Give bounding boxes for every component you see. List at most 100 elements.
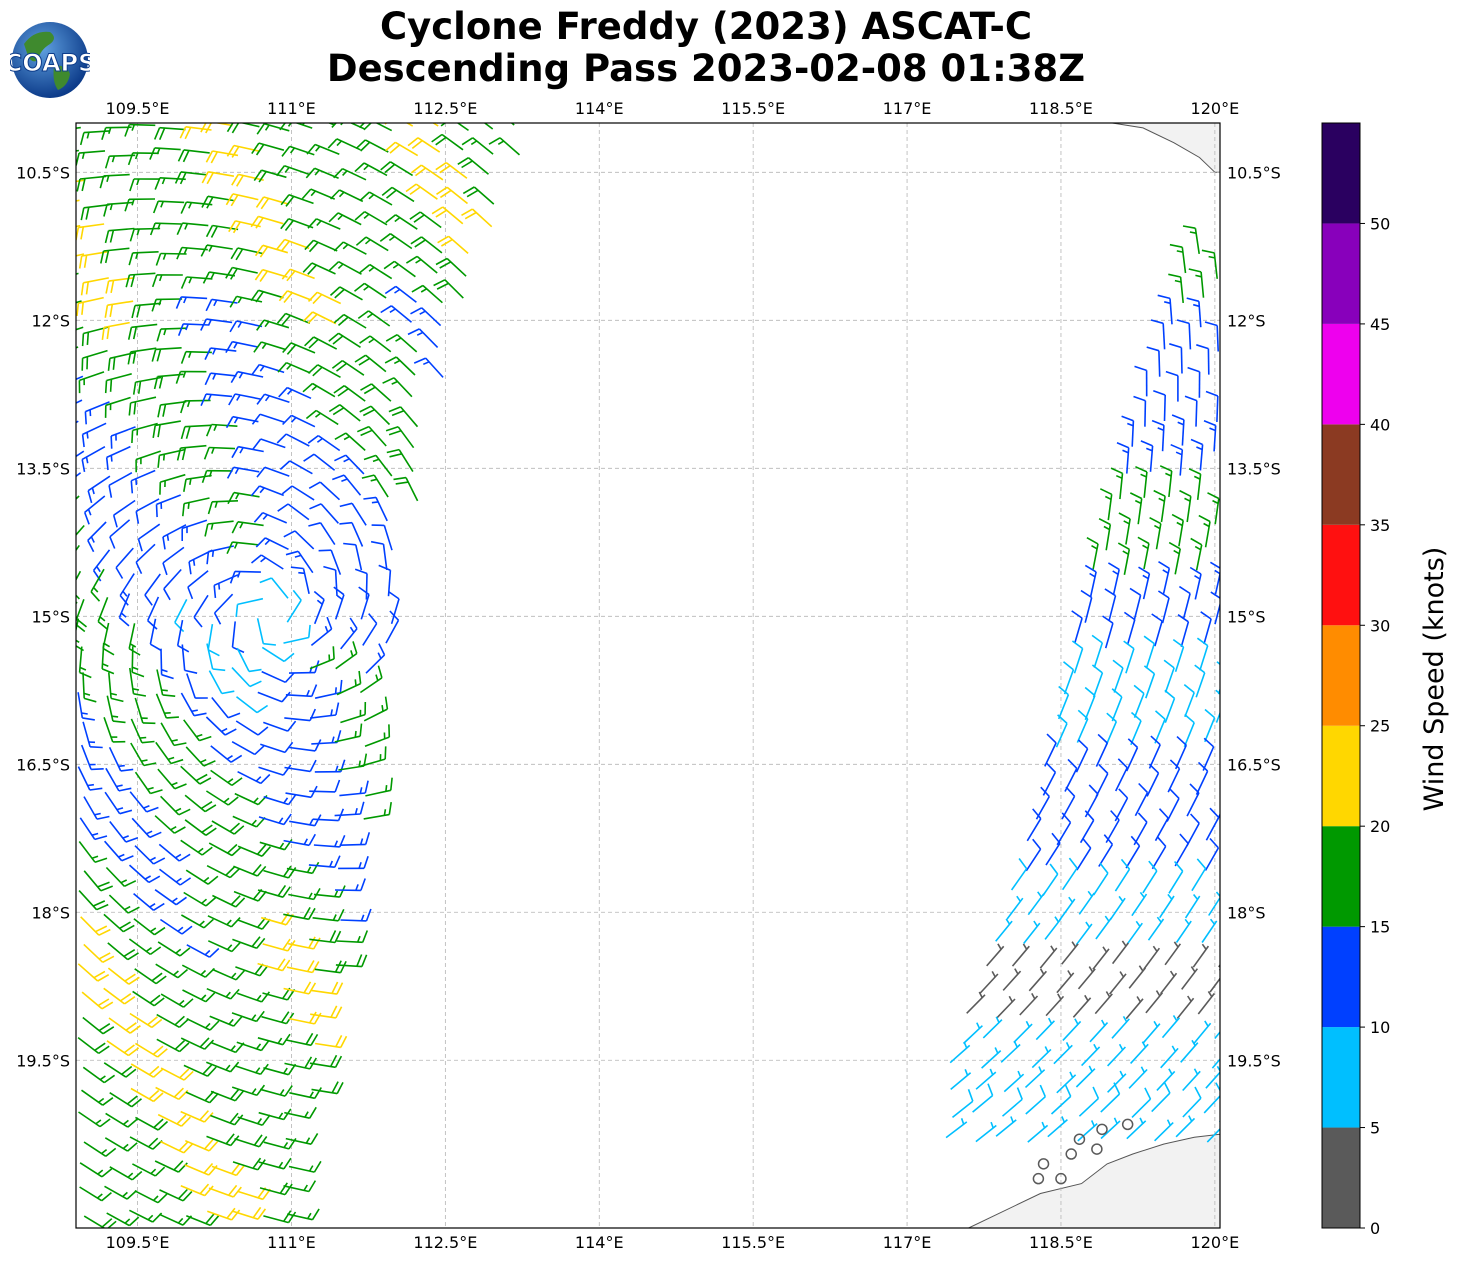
barb-feather	[125, 1068, 137, 1078]
wind-barb	[435, 161, 468, 179]
barb-feather	[204, 1039, 215, 1050]
barb-staff	[1010, 868, 1028, 891]
barb-staff	[1095, 917, 1112, 940]
calm-circle	[1037, 1158, 1050, 1170]
lon-tick-label-bottom: 111°E	[267, 1233, 316, 1252]
wind-barb	[183, 1064, 217, 1077]
wind-barb	[1151, 1081, 1171, 1113]
barb-half-feather	[239, 522, 244, 529]
barb-half-feather	[1121, 940, 1127, 947]
barb-feather	[98, 928, 111, 936]
barb-staff	[320, 503, 339, 524]
wind-barb	[76, 472, 82, 478]
wind-barb	[108, 1017, 141, 1034]
barb-staff	[239, 123, 260, 128]
barb-feather	[304, 1056, 313, 1069]
wind-barb	[87, 521, 107, 553]
barb-feather	[91, 768, 104, 771]
barb-feather	[307, 264, 317, 275]
barb-staff	[1195, 770, 1209, 795]
barb-feather	[85, 207, 90, 220]
barb-feather	[120, 993, 132, 1002]
wind-barb	[1111, 1015, 1130, 1039]
barb-feather	[331, 359, 343, 369]
barb-feather	[378, 643, 386, 656]
wind-barb	[1105, 712, 1118, 746]
barb-half-feather	[1192, 894, 1199, 900]
barb-staff	[1011, 945, 1030, 967]
barb-feather	[305, 167, 316, 179]
lon-tick-label-top: 109.5°E	[106, 99, 170, 118]
barb-feather	[205, 150, 214, 163]
barb-feather	[209, 1092, 219, 1104]
barb-feather	[87, 540, 95, 553]
barb-feather	[290, 566, 304, 570]
barb-feather	[162, 404, 167, 417]
wind-barb	[1222, 863, 1235, 895]
wind-barb	[1058, 896, 1076, 921]
wind-barb	[276, 433, 310, 447]
wind-barb	[1153, 489, 1166, 523]
colorbar-frame	[1321, 122, 1361, 1229]
barb-feather	[230, 988, 240, 1000]
wind-barb	[1204, 708, 1216, 743]
barb-feather	[360, 878, 366, 891]
barb-half-feather	[1168, 1068, 1173, 1075]
barb-feather	[1143, 665, 1155, 675]
wind-barb	[1071, 640, 1084, 674]
wind-barb	[237, 844, 272, 857]
barb-half-feather	[149, 856, 156, 862]
barb-half-feather	[188, 202, 193, 209]
barb-staff	[979, 973, 999, 994]
wind-barb	[151, 274, 183, 288]
wind-barb	[1174, 833, 1189, 867]
barb-feather	[128, 648, 141, 656]
barb-staff	[287, 503, 310, 521]
wind-barb	[127, 347, 157, 365]
barb-staff	[1145, 643, 1156, 669]
wind-barb	[1131, 1087, 1152, 1118]
wind-barb	[1186, 297, 1202, 328]
barb-feather	[1150, 319, 1164, 325]
wind-barb	[1216, 788, 1220, 821]
barb-feather	[967, 1089, 974, 1102]
barb-feather	[202, 271, 210, 284]
barb-half-feather	[356, 935, 361, 943]
wind-barb	[334, 432, 366, 451]
wind-barb	[131, 422, 158, 444]
wind-barb	[210, 769, 243, 787]
barb-half-feather	[1127, 422, 1134, 427]
barb-feather	[313, 590, 325, 601]
barb-half-feather	[342, 170, 348, 176]
barb-half-feather	[233, 342, 238, 349]
wind-barb	[284, 759, 317, 773]
wind-barb	[203, 446, 236, 460]
barb-half-feather	[67, 563, 71, 568]
wind-barb	[1201, 249, 1218, 279]
wind-barb	[253, 169, 287, 183]
barb-half-feather	[991, 971, 996, 978]
wind-barb	[1044, 916, 1062, 940]
wind-barb	[302, 382, 336, 398]
barb-feather	[209, 1020, 220, 1031]
wind-barb	[371, 524, 393, 551]
wind-barb	[305, 409, 339, 426]
barb-feather	[133, 693, 147, 697]
barb-staff	[1131, 893, 1148, 917]
barb-feather	[227, 843, 238, 854]
wind-barb	[110, 426, 136, 449]
barb-feather	[308, 624, 311, 638]
wind-barb	[258, 764, 292, 776]
wind-barb	[1203, 1082, 1220, 1114]
barb-staff	[1042, 873, 1059, 896]
barb-feather	[1032, 838, 1042, 850]
wind-barb	[462, 186, 495, 205]
barb-feather	[150, 789, 163, 795]
barb-feather	[1154, 710, 1166, 720]
barb-feather	[283, 1210, 292, 1222]
barb-half-feather	[264, 395, 271, 402]
wind-barb	[1063, 661, 1075, 695]
barb-feather	[177, 968, 189, 979]
barb-feather	[231, 146, 240, 158]
wind-barb	[79, 1162, 113, 1178]
